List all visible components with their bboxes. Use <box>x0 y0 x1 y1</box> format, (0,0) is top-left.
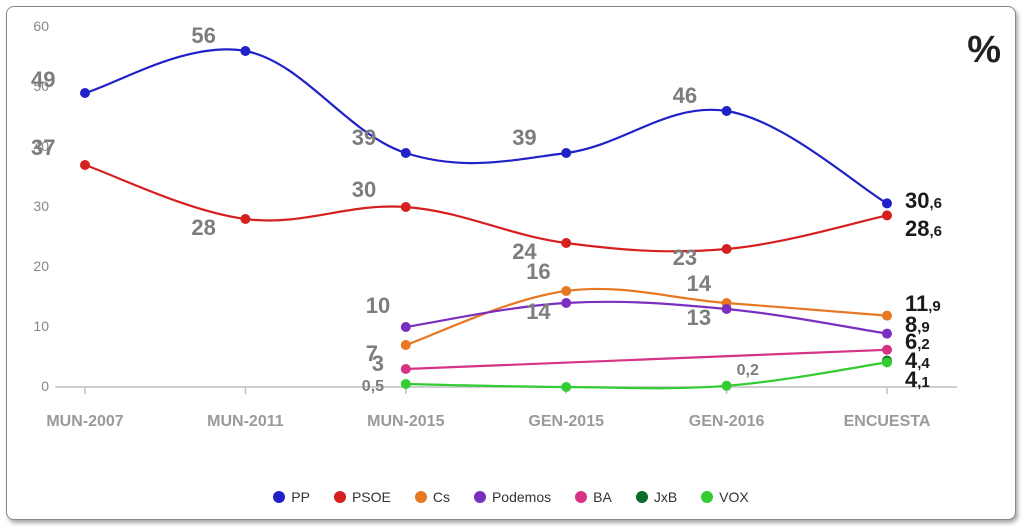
data-label: 0,2 <box>737 362 759 380</box>
data-label: 28 <box>191 215 215 241</box>
plot-area: 0102030405060MUN-2007MUN-2011MUN-2015GEN… <box>27 27 997 459</box>
data-label: 56 <box>191 23 215 49</box>
data-label: 10 <box>366 293 390 319</box>
series-marker <box>882 329 892 339</box>
series-marker <box>401 340 411 350</box>
data-label: 16 <box>526 259 550 285</box>
y-tick-label: 20 <box>25 258 49 274</box>
legend-item: Cs <box>415 489 450 505</box>
series-marker <box>882 311 892 321</box>
legend: PP PSOE Cs Podemos BA JxB VOX <box>7 489 1015 505</box>
series-marker <box>561 286 571 296</box>
y-tick-label: 0 <box>25 378 49 394</box>
legend-label: VOX <box>719 489 749 505</box>
x-tick-label: GEN-2016 <box>689 413 765 431</box>
series-marker <box>882 210 892 220</box>
series-marker <box>561 148 571 158</box>
legend-item: JxB <box>636 489 677 505</box>
data-label: 37 <box>31 135 55 161</box>
y-tick-label: 60 <box>25 18 49 34</box>
x-tick-label: GEN-2015 <box>528 413 604 431</box>
series-marker <box>561 298 571 308</box>
legend-item: VOX <box>701 489 749 505</box>
data-label: 13 <box>687 305 711 331</box>
data-label-end: 4,1 <box>905 367 930 393</box>
chart-card: 0102030405060MUN-2007MUN-2011MUN-2015GEN… <box>6 6 1016 520</box>
legend-swatch <box>474 491 486 503</box>
data-label: 3 <box>372 351 384 377</box>
x-tick-label: ENCUESTA <box>844 413 931 431</box>
x-tick-label: MUN-2011 <box>207 413 283 431</box>
data-label: 23 <box>673 245 697 271</box>
legend-item: Podemos <box>474 489 551 505</box>
series-line <box>85 49 887 203</box>
series-marker <box>722 244 732 254</box>
series-line <box>406 289 887 345</box>
legend-label: JxB <box>654 489 677 505</box>
data-label: 39 <box>512 125 536 151</box>
series-line <box>406 302 887 334</box>
data-label-end: 30,6 <box>905 188 942 214</box>
series-marker <box>722 106 732 116</box>
x-tick-label: MUN-2007 <box>46 413 123 431</box>
data-label: 49 <box>31 67 55 93</box>
series-marker <box>561 382 571 392</box>
series-marker <box>401 364 411 374</box>
series-marker <box>882 345 892 355</box>
legend-label: Cs <box>433 489 450 505</box>
data-label: 30 <box>352 177 376 203</box>
legend-label: BA <box>593 489 612 505</box>
y-tick-label: 30 <box>25 198 49 214</box>
legend-swatch <box>273 491 285 503</box>
series-marker <box>882 198 892 208</box>
data-label: 14 <box>687 271 711 297</box>
legend-swatch <box>415 491 427 503</box>
legend-label: Podemos <box>492 489 551 505</box>
legend-swatch <box>334 491 346 503</box>
series-marker <box>401 379 411 389</box>
series-marker <box>80 88 90 98</box>
y-tick-label: 10 <box>25 318 49 334</box>
series-marker <box>722 381 732 391</box>
legend-item: PSOE <box>334 489 391 505</box>
legend-label: PSOE <box>352 489 391 505</box>
data-label-end: 28,6 <box>905 216 942 242</box>
legend-label: PP <box>291 489 310 505</box>
data-label: 46 <box>673 83 697 109</box>
series-marker <box>401 148 411 158</box>
series-line <box>406 350 887 369</box>
data-label: 39 <box>352 125 376 151</box>
legend-swatch <box>701 491 713 503</box>
series-marker <box>401 322 411 332</box>
series-marker <box>561 238 571 248</box>
data-label: 0,5 <box>362 378 384 396</box>
series-marker <box>401 202 411 212</box>
legend-item: BA <box>575 489 612 505</box>
unit-label: % <box>967 29 1001 72</box>
series-marker <box>240 46 250 56</box>
legend-swatch <box>636 491 648 503</box>
series-marker <box>882 357 892 367</box>
series-marker <box>80 160 90 170</box>
series-marker <box>240 214 250 224</box>
series-marker <box>722 304 732 314</box>
legend-swatch <box>575 491 587 503</box>
data-label: 14 <box>526 299 550 325</box>
legend-item: PP <box>273 489 310 505</box>
x-tick-label: MUN-2015 <box>367 413 444 431</box>
